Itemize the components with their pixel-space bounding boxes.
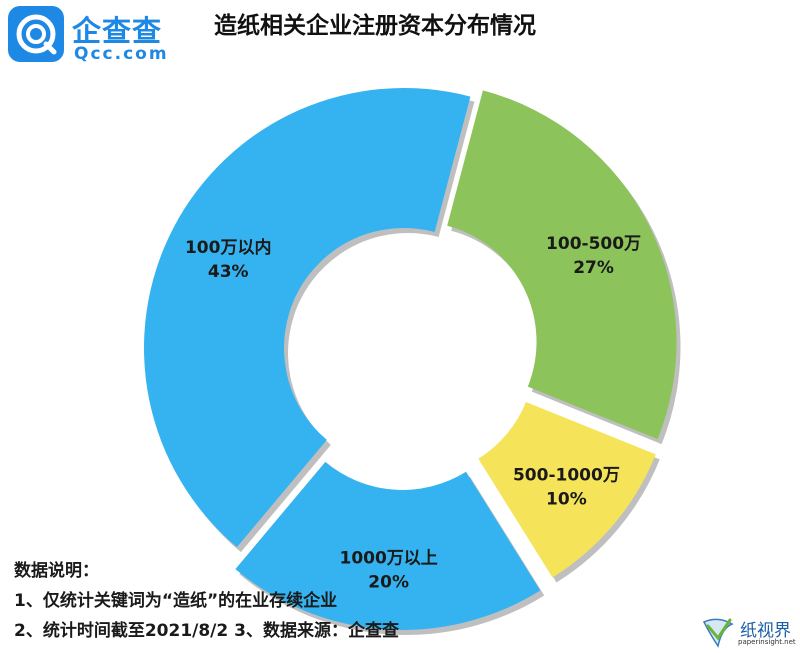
qcc-logo: 企查查 Qcc.com — [8, 6, 180, 66]
paperinsight-watermark: 纸视界 paperinsight.net — [700, 614, 796, 650]
data-notes: 数据说明： 1、仅统计关键词为“造纸”的在业存续企业 2、统计时间截至2021/… — [14, 556, 399, 646]
segment-percent-label-2: 10% — [546, 489, 587, 509]
donut-segment-3 — [235, 461, 541, 630]
segment-name-label-1: 100-500万 — [546, 234, 641, 254]
segment-name-label-0: 100万以内 — [185, 237, 272, 258]
segment-percent-label-0: 43% — [208, 262, 249, 282]
donut-segment-1 — [447, 90, 677, 440]
donut-segment-2 — [478, 401, 656, 578]
qcc-logo-icon — [8, 6, 64, 62]
logo-name: 企查查 — [72, 14, 163, 48]
donut-segment-0 — [143, 88, 471, 548]
segment-name-label-2: 500-1000万 — [513, 465, 620, 485]
logo-domain: Qcc.com — [74, 44, 169, 64]
segment-percent-label-1: 27% — [573, 258, 614, 278]
notes-heading: 数据说明： — [14, 561, 99, 581]
notes-line-1: 1、仅统计关键词为“造纸”的在业存续企业 — [14, 591, 338, 611]
segment-percent-label-3: 20% — [368, 572, 409, 592]
segment-name-label-3: 1000万以上 — [339, 548, 437, 568]
watermark-name: 纸视界 — [740, 621, 791, 641]
chart-title: 造纸相关企业注册资本分布情况 — [214, 13, 536, 39]
watermark-domain: paperinsight.net — [738, 638, 796, 646]
paperinsight-logo-icon — [702, 618, 734, 648]
notes-line-2: 2、统计时间截至2021/8/2 3、数据来源：企查查 — [14, 621, 399, 641]
